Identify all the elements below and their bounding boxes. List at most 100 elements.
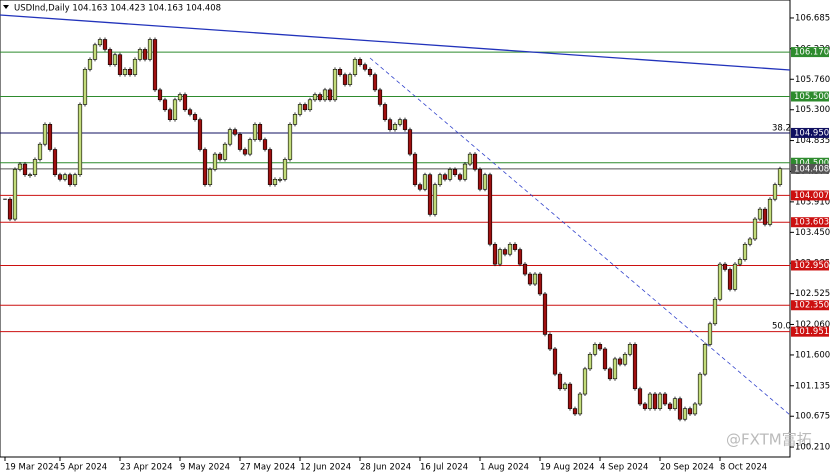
candle [52, 149, 58, 175]
candle [152, 39, 158, 91]
candle [562, 383, 568, 390]
candle [427, 174, 433, 215]
candle [557, 373, 563, 390]
level-label-box [791, 127, 829, 138]
candle [362, 64, 368, 70]
candle [627, 344, 633, 355]
y-tick-label: 106.685 [795, 13, 830, 23]
candle [772, 184, 778, 200]
candle [672, 398, 678, 409]
candle [617, 358, 623, 365]
candle [12, 169, 18, 220]
candle [222, 143, 228, 160]
candle [442, 174, 448, 180]
trend-line-dashed [369, 57, 791, 416]
candle [142, 49, 148, 60]
candle [607, 368, 613, 380]
candle [132, 59, 138, 75]
x-tick-label: 19 Aug 2024 [540, 463, 594, 473]
x-tick-label: 19 Mar 2024 [5, 463, 59, 473]
candle [277, 179, 283, 181]
level-label: 104.408 [794, 164, 829, 174]
candle [522, 263, 528, 275]
candle [247, 139, 253, 155]
candle [177, 94, 183, 101]
plot-frame [0, 0, 791, 458]
candle [67, 174, 73, 185]
candle [302, 104, 308, 111]
candle [257, 124, 263, 140]
candle [587, 353, 593, 370]
candle [382, 104, 388, 120]
x-tick-label: 5 Apr 2024 [60, 463, 107, 473]
fib-label: 50.0 [772, 322, 791, 332]
x-tick-label: 23 Apr 2024 [120, 463, 173, 473]
candle [347, 74, 353, 85]
y-tick-label: 102.525 [795, 289, 830, 299]
candle [547, 334, 553, 350]
title-arrow [3, 5, 9, 9]
candle [727, 269, 733, 290]
candle [612, 358, 618, 380]
candle [117, 54, 123, 75]
y-tick-label: 104.835 [795, 136, 830, 146]
candle [747, 238, 753, 245]
candle [322, 89, 328, 101]
level-label: 104.950 [794, 128, 829, 138]
candle [112, 54, 118, 65]
candle [752, 218, 758, 240]
candle [377, 89, 383, 105]
candle [742, 243, 748, 260]
candle [777, 168, 783, 185]
candle [192, 114, 198, 120]
candle [287, 124, 293, 160]
candle [487, 174, 493, 245]
candle [352, 59, 358, 75]
candle [357, 59, 363, 65]
candle [767, 198, 773, 225]
candle [472, 153, 478, 170]
candle [137, 49, 143, 60]
y-tick-label: 103.910 [795, 197, 830, 207]
level-label-box [791, 326, 829, 337]
candle [517, 249, 523, 265]
candle [162, 99, 168, 111]
candle [312, 94, 318, 101]
level-label: 102.350 [794, 301, 829, 311]
candle [172, 99, 178, 120]
level-label-box [791, 163, 829, 174]
level-label-box [791, 260, 829, 271]
x-tick-label: 12 Jun 2024 [300, 463, 351, 473]
candle [447, 169, 453, 180]
candle [422, 174, 428, 190]
candle [7, 198, 13, 220]
x-tick-label: 28 Jun 2024 [360, 463, 411, 473]
y-tick-label: 105.300 [795, 105, 830, 115]
candle [267, 149, 273, 185]
candle [692, 403, 698, 415]
candle [107, 49, 113, 65]
level-label: 101.951 [794, 327, 829, 337]
candle [127, 69, 133, 75]
y-tick-label: 105.760 [795, 75, 830, 85]
x-tick-label: 8 Oct 2024 [720, 463, 767, 473]
candle [337, 69, 343, 75]
level-label: 104.500 [794, 158, 829, 168]
candle [157, 89, 163, 101]
candle [372, 74, 378, 91]
candle [497, 249, 503, 265]
candle [252, 124, 258, 140]
candle [342, 74, 348, 85]
candle [677, 398, 683, 420]
level-label-box [791, 157, 829, 168]
candle [292, 114, 298, 125]
candle [317, 94, 323, 101]
candle [207, 169, 213, 185]
candle [602, 348, 608, 370]
candle [27, 174, 33, 176]
candle [492, 243, 498, 265]
level-label: 104.007 [794, 191, 829, 201]
candle [237, 133, 243, 150]
candle [72, 174, 78, 185]
